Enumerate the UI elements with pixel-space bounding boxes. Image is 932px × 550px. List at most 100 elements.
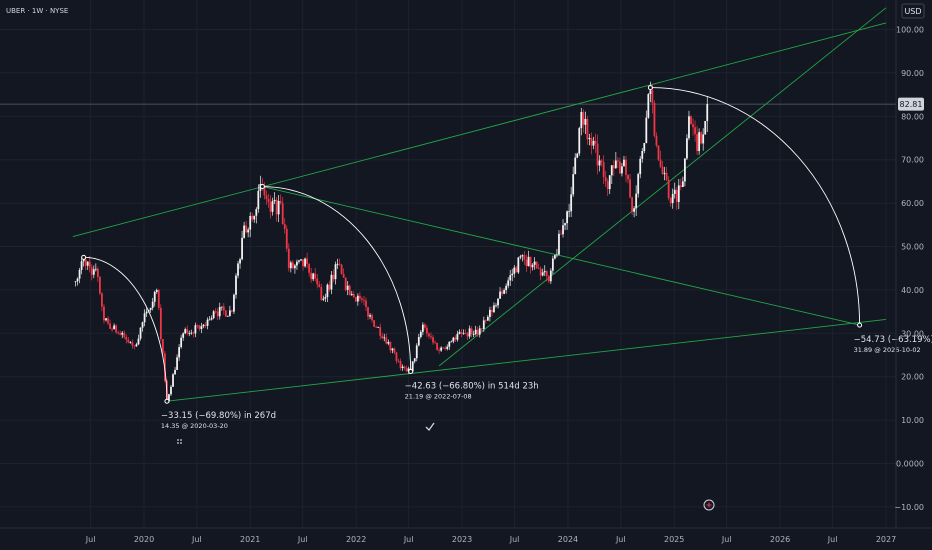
annotation-sublabel: 31.89 @ 2026-10-02 bbox=[854, 346, 921, 354]
candle-body bbox=[456, 333, 459, 340]
candle-body bbox=[300, 259, 302, 261]
candle-body bbox=[505, 285, 508, 291]
candle-body bbox=[484, 320, 487, 322]
candle-body bbox=[141, 322, 144, 328]
time-tick-label: Jul bbox=[403, 535, 414, 544]
candle-body bbox=[352, 293, 355, 298]
candle-body bbox=[395, 352, 398, 361]
candle-body bbox=[675, 189, 678, 202]
candle-body bbox=[133, 345, 136, 347]
candle-body bbox=[90, 267, 93, 275]
candle-body bbox=[111, 328, 113, 330]
price-tick-label: −10.00 bbox=[894, 503, 924, 512]
candle-body bbox=[192, 332, 195, 334]
candle-body bbox=[625, 159, 627, 175]
candle-body bbox=[466, 333, 469, 337]
candle-body bbox=[580, 111, 583, 129]
candle-body bbox=[643, 143, 646, 152]
candle-body bbox=[200, 326, 203, 329]
arc-end-point bbox=[408, 369, 414, 375]
candle-body bbox=[474, 329, 477, 335]
candle-body bbox=[399, 361, 402, 369]
candle-body bbox=[631, 197, 633, 212]
candle-body bbox=[198, 325, 201, 329]
candle-body bbox=[125, 336, 128, 340]
candle-body bbox=[358, 295, 361, 299]
measure-arcs[interactable] bbox=[81, 85, 863, 404]
arc-end-point bbox=[164, 398, 170, 404]
candle-body bbox=[444, 347, 447, 349]
candle-body bbox=[657, 145, 660, 160]
candle-body bbox=[257, 190, 260, 210]
candle-body bbox=[679, 185, 682, 187]
candle-body bbox=[182, 333, 185, 338]
candle-body bbox=[249, 215, 252, 230]
candle-body bbox=[517, 257, 520, 273]
candle-body bbox=[586, 118, 589, 140]
candle-body bbox=[702, 134, 705, 144]
candle-body bbox=[527, 256, 530, 267]
candle-body bbox=[330, 274, 333, 290]
candle-body bbox=[688, 116, 690, 139]
candle-body bbox=[525, 259, 528, 267]
candle-body bbox=[367, 307, 369, 317]
time-axis[interactable]: Jul 2020 Jul 2021 Jul 2022 Jul 2023 Jul 2024 Jul 20… bbox=[85, 535, 896, 544]
candle-body bbox=[588, 138, 591, 140]
price-tick-label: 70.00 bbox=[901, 156, 924, 165]
candle-body bbox=[96, 268, 99, 277]
trendlines[interactable] bbox=[72, 7, 887, 402]
candle-body bbox=[478, 328, 481, 335]
candle-body bbox=[98, 276, 101, 294]
time-tick-label: Jul bbox=[827, 535, 838, 544]
candle-body bbox=[633, 208, 636, 212]
currency-box[interactable] bbox=[901, 3, 925, 19]
time-tick-label: Jul bbox=[721, 535, 732, 544]
candle-body bbox=[206, 319, 209, 326]
trendline bbox=[166, 318, 887, 402]
candle-body bbox=[220, 306, 223, 308]
candle-body bbox=[84, 259, 87, 266]
time-tick-label: 2025 bbox=[664, 535, 684, 544]
price-axis[interactable]: 100.00 90.00 80.00 70.00 60.00 50.00 40.00 30.0… bbox=[894, 26, 924, 512]
candle-body bbox=[578, 128, 581, 154]
candle-body bbox=[174, 369, 176, 375]
candle-body bbox=[566, 211, 568, 224]
candle-body bbox=[348, 285, 351, 296]
measure-arc bbox=[262, 186, 412, 372]
candle-body bbox=[509, 275, 512, 281]
candle-body bbox=[101, 293, 103, 307]
candles bbox=[74, 81, 709, 403]
candle-body bbox=[271, 201, 274, 212]
candle-body bbox=[107, 318, 109, 324]
dots-icon bbox=[177, 439, 182, 444]
candle-body bbox=[251, 215, 254, 220]
candle-body bbox=[596, 143, 599, 166]
candle-body bbox=[143, 313, 146, 323]
candle-body bbox=[430, 336, 432, 338]
candle-body bbox=[681, 181, 684, 187]
price-tick-label: 50.00 bbox=[901, 243, 924, 252]
candle-body bbox=[393, 348, 396, 353]
candle-body bbox=[289, 262, 292, 269]
time-tick-label: Jul bbox=[85, 535, 96, 544]
candle-body bbox=[222, 306, 225, 311]
candle-body bbox=[403, 366, 406, 369]
candle-body bbox=[533, 261, 536, 265]
target-add-icon[interactable] bbox=[703, 499, 715, 511]
candle-body bbox=[706, 104, 709, 122]
candle-body bbox=[472, 334, 475, 335]
candle-body bbox=[326, 284, 329, 298]
candle-body bbox=[293, 265, 296, 269]
price-tick-label: 20.00 bbox=[901, 373, 924, 382]
candle-body bbox=[413, 358, 416, 362]
candle-body bbox=[306, 258, 308, 264]
candle-body bbox=[450, 341, 453, 343]
candle-body bbox=[235, 275, 237, 295]
candle-body bbox=[365, 300, 367, 308]
candle-body bbox=[694, 127, 696, 135]
checkmark-icon bbox=[425, 422, 435, 432]
candle-body bbox=[690, 116, 692, 125]
candle-body bbox=[139, 327, 142, 339]
